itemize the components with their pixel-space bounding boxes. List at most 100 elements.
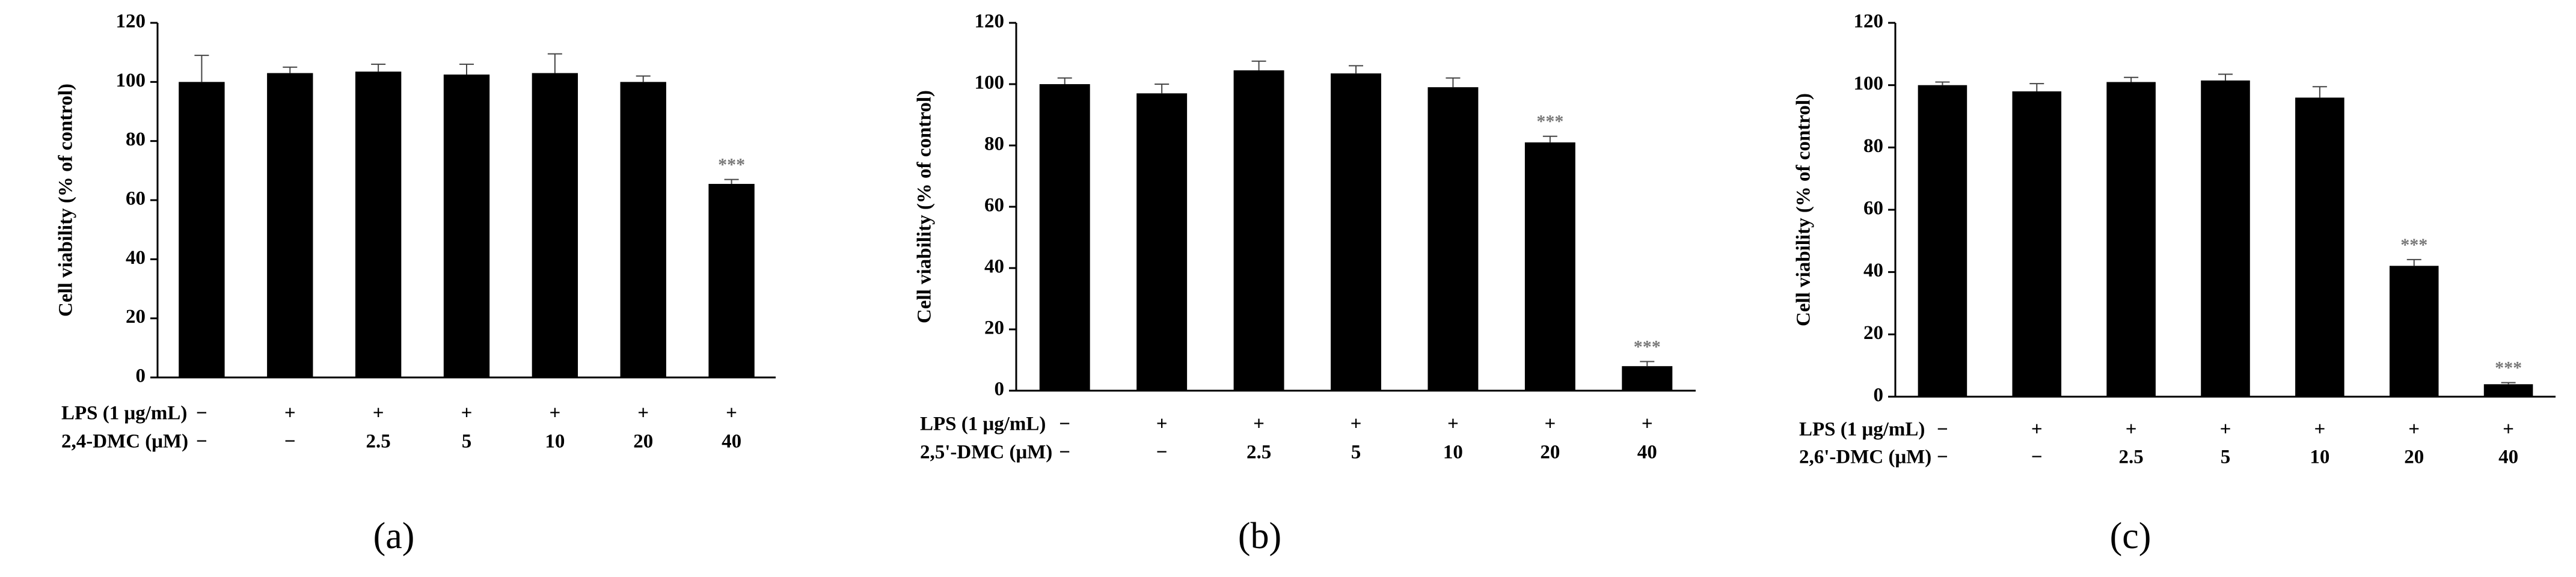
row-cell: + bbox=[549, 403, 560, 424]
row-cell: 5 bbox=[2221, 447, 2231, 468]
bar bbox=[2106, 82, 2156, 397]
y-tick-label: 120 bbox=[1854, 11, 1884, 32]
row-cell: − bbox=[1937, 419, 1948, 441]
y-tick-label: 0 bbox=[1874, 385, 1884, 406]
row-cell: 40 bbox=[2498, 447, 2518, 468]
bar bbox=[1918, 85, 1967, 397]
y-axis-label: Cell viability (% of control) bbox=[1793, 93, 1815, 326]
bar bbox=[1622, 366, 1673, 391]
row-cell: + bbox=[1253, 414, 1265, 435]
y-axis-label: Cell viability (% of control) bbox=[914, 90, 936, 323]
y-tick-label: 20 bbox=[1863, 322, 1883, 344]
row-cell: 10 bbox=[2310, 447, 2329, 468]
panel-label: (c) bbox=[2110, 516, 2151, 557]
y-tick-label: 100 bbox=[116, 70, 146, 91]
row-cell: 10 bbox=[545, 431, 565, 453]
y-tick-label: 100 bbox=[975, 72, 1005, 94]
row-cell: + bbox=[1447, 414, 1459, 435]
row-cell: + bbox=[284, 403, 296, 424]
y-tick-label: 60 bbox=[1863, 198, 1883, 219]
bar bbox=[1039, 84, 1090, 391]
y-tick-label: 0 bbox=[995, 379, 1005, 400]
row-cell: 20 bbox=[1540, 442, 1560, 463]
bar bbox=[443, 75, 490, 378]
row-cell: − bbox=[2031, 447, 2043, 468]
y-tick-label: 60 bbox=[984, 195, 1004, 216]
y-tick-label: 80 bbox=[126, 129, 146, 150]
y-tick-label: 20 bbox=[984, 317, 1004, 339]
bar bbox=[1524, 142, 1575, 391]
bar bbox=[2201, 80, 2250, 397]
bar bbox=[1331, 73, 1381, 391]
y-tick-label: 80 bbox=[984, 133, 1004, 155]
row-cell: − bbox=[196, 431, 207, 453]
bar bbox=[1428, 87, 1479, 391]
bar bbox=[179, 82, 225, 378]
row-label: LPS (1 μg/mL) bbox=[1799, 419, 1925, 441]
y-tick-label: 40 bbox=[984, 256, 1004, 278]
y-tick-label: 120 bbox=[116, 11, 146, 32]
y-tick-label: 80 bbox=[1863, 135, 1883, 157]
y-axis-label: Cell viability (% of control) bbox=[55, 84, 77, 317]
bar bbox=[2295, 97, 2344, 397]
row-cell: + bbox=[461, 403, 473, 424]
panel-label: (b) bbox=[1238, 516, 1281, 557]
y-tick-label: 0 bbox=[136, 365, 146, 387]
bar bbox=[1233, 70, 1284, 391]
row-label: 2,4-DMC (μM) bbox=[61, 431, 188, 453]
bar bbox=[267, 73, 313, 377]
significance: *** bbox=[2400, 235, 2427, 255]
row-cell: + bbox=[2503, 419, 2514, 441]
row-cell: + bbox=[1156, 414, 1168, 435]
bar bbox=[2012, 91, 2062, 397]
row-cell: + bbox=[1544, 414, 1556, 435]
row-cell: + bbox=[1351, 414, 1362, 435]
row-cell: + bbox=[2220, 419, 2231, 441]
y-tick-label: 60 bbox=[126, 188, 146, 210]
row-cell: − bbox=[1937, 447, 1948, 468]
row-cell: + bbox=[2408, 419, 2420, 441]
significance: *** bbox=[718, 154, 745, 174]
significance: *** bbox=[1536, 112, 1563, 132]
row-cell: 2.5 bbox=[366, 431, 391, 453]
significance: *** bbox=[1634, 337, 1661, 356]
row-cell: + bbox=[2031, 419, 2043, 441]
row-label: LPS (1 μg/mL) bbox=[61, 403, 187, 424]
row-cell: − bbox=[1156, 442, 1168, 463]
row-cell: 2.5 bbox=[2119, 447, 2144, 468]
bar bbox=[532, 73, 578, 377]
row-cell: − bbox=[284, 431, 296, 453]
row-cell: 10 bbox=[1443, 442, 1463, 463]
row-cell: + bbox=[373, 403, 384, 424]
row-cell: 20 bbox=[2404, 447, 2424, 468]
row-cell: + bbox=[2126, 419, 2137, 441]
y-tick-label: 40 bbox=[1863, 260, 1883, 281]
panel-label: (a) bbox=[373, 516, 415, 557]
row-label: 2,5'-DMC (μM) bbox=[920, 442, 1052, 463]
row-cell: 5 bbox=[462, 431, 472, 453]
row-cell: − bbox=[1059, 442, 1070, 463]
bar bbox=[355, 72, 402, 377]
y-tick-label: 40 bbox=[126, 247, 146, 269]
row-cell: 40 bbox=[1637, 442, 1657, 463]
row-label: 2,6'-DMC (μM) bbox=[1799, 447, 1931, 468]
row-label: LPS (1 μg/mL) bbox=[920, 414, 1046, 435]
bar bbox=[708, 183, 755, 377]
y-tick-label: 20 bbox=[126, 306, 146, 328]
y-tick-label: 120 bbox=[975, 11, 1005, 32]
row-cell: 20 bbox=[633, 431, 653, 453]
bar bbox=[2483, 384, 2533, 397]
row-cell: 40 bbox=[722, 431, 741, 453]
row-cell: + bbox=[1642, 414, 1653, 435]
bar bbox=[1136, 93, 1188, 391]
row-cell: + bbox=[2314, 419, 2325, 441]
bar bbox=[620, 82, 666, 378]
significance: *** bbox=[2495, 358, 2522, 378]
y-tick-label: 100 bbox=[1854, 73, 1884, 94]
row-cell: − bbox=[1059, 414, 1070, 435]
row-cell: − bbox=[196, 403, 207, 424]
row-cell: + bbox=[726, 403, 737, 424]
bar bbox=[2389, 266, 2439, 397]
